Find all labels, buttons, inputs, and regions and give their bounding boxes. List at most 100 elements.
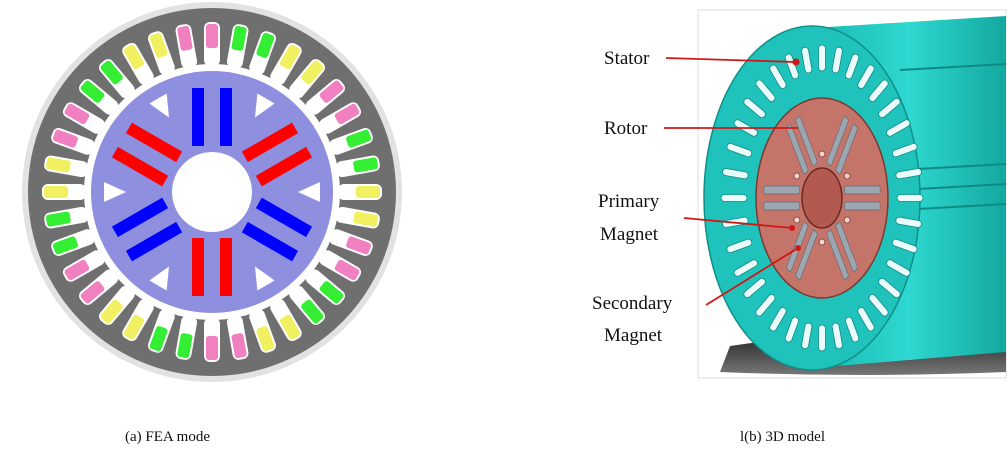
- caption-fea-mode: (a) FEA mode: [125, 429, 210, 445]
- stator-coil: [62, 250, 105, 282]
- stator-slot: [818, 324, 826, 352]
- stator-coil: [122, 299, 154, 342]
- stator-slot: [857, 64, 875, 89]
- stator-coil: [270, 299, 302, 342]
- stator-coil: [319, 250, 362, 282]
- leader-lines: [664, 57, 801, 306]
- stator-coil: [270, 42, 302, 85]
- stator-slot: [868, 294, 889, 317]
- 3d-model-render: Stator Rotor Primary Magnet Secondary Ma…: [592, 9, 1007, 379]
- stator-coil: [51, 229, 95, 256]
- stator-slot: [726, 238, 753, 254]
- stator-coil: [122, 42, 154, 85]
- stator-slot: [743, 277, 766, 298]
- magnet-pole: [241, 197, 313, 291]
- stator-slot: [831, 46, 843, 74]
- stator-coil: [79, 269, 119, 305]
- label-rotor: Rotor: [604, 118, 648, 139]
- stator-slot: [895, 216, 922, 228]
- rotor-magnet-slot: [844, 185, 881, 195]
- stator-slot: [755, 79, 776, 102]
- label-primary-line1: Primary: [598, 191, 660, 212]
- stator-coil: [44, 155, 89, 178]
- stator-slot: [784, 316, 800, 343]
- stator-coil: [319, 102, 362, 134]
- rotor-magnet-slots: [763, 116, 881, 280]
- stator-coil: [335, 155, 380, 178]
- stator-slot: [857, 307, 875, 332]
- shaft-bore: [801, 167, 843, 229]
- stator-coil: [175, 24, 198, 69]
- stator-slot: [878, 277, 901, 298]
- stator-slot: [720, 194, 748, 202]
- stator-coil: [305, 79, 345, 115]
- stator-coil: [289, 285, 325, 325]
- stator-coil: [148, 309, 175, 353]
- stator-coil: [79, 79, 119, 115]
- stator-coil: [249, 309, 276, 353]
- stator-slot: [895, 168, 922, 180]
- stator-slot: [844, 316, 860, 343]
- rotor-magnet-slot: [835, 124, 858, 175]
- stator-coil: [226, 315, 249, 360]
- stator-slot: [886, 259, 911, 277]
- rotor-magnets: [104, 88, 320, 296]
- label-primary-line2: Magnet: [600, 224, 659, 245]
- magnet-pole: [111, 93, 183, 187]
- stator-coil: [335, 206, 380, 229]
- stator-slots: [720, 44, 924, 352]
- stator-slot: [733, 259, 758, 277]
- stator-coil: [42, 184, 86, 200]
- stator-coil: [289, 59, 325, 99]
- rotor-magnet-slot: [835, 221, 858, 272]
- magnet-pole: [192, 88, 275, 146]
- leader-stator: [665, 57, 797, 63]
- stator-coil: [305, 269, 345, 305]
- label-secondary-line2: Magnet: [604, 325, 663, 346]
- stator-slot: [878, 98, 901, 119]
- fea-mode-figure: (a) FEA mode: [0, 0, 420, 445]
- stator-coil: [99, 59, 135, 99]
- rotor-magnet-slot: [826, 229, 849, 280]
- rotor-magnet-slot: [826, 116, 849, 167]
- rotor-magnet-slot: [763, 201, 800, 211]
- magnet-pole: [104, 182, 183, 262]
- stator-slot: [886, 119, 911, 137]
- stator-coil: [204, 318, 220, 362]
- stator-slot: [769, 64, 787, 89]
- stator-slot: [726, 142, 753, 158]
- stator-slot: [801, 322, 813, 350]
- stator-slot: [831, 322, 843, 350]
- magnet-pole: [241, 122, 320, 202]
- stator-slot: [844, 53, 860, 80]
- stator-coil: [148, 31, 175, 75]
- rotor-magnet-slot: [844, 201, 881, 211]
- stator-slot: [818, 44, 826, 72]
- stator-coil: [329, 229, 373, 256]
- stator-coils: [42, 22, 382, 362]
- stator-slot: [755, 294, 776, 317]
- stator-coil: [51, 128, 95, 155]
- rotor-magnet-slot: [795, 116, 818, 167]
- stator-coil: [338, 184, 382, 200]
- stator-slot: [722, 168, 749, 180]
- rotor-magnet-slot: [763, 185, 800, 195]
- rotor-magnet-slot: [786, 124, 809, 175]
- label-stator: Stator: [604, 48, 650, 69]
- stator-slot: [891, 142, 918, 158]
- 3d-model-figure: Stator Rotor Primary Magnet Secondary Ma…: [560, 0, 1008, 445]
- shaft-hole: [172, 152, 252, 232]
- leader-primary-magnet: [683, 217, 793, 229]
- caption-3d-model: l(b) 3D model: [740, 429, 825, 445]
- label-secondary-line1: Secondary: [592, 293, 673, 314]
- stator-coil: [249, 31, 276, 75]
- stator-slot: [801, 46, 813, 74]
- stator-slot: [891, 238, 918, 254]
- stator-coil: [62, 102, 105, 134]
- stator-slot: [896, 194, 924, 202]
- magnet-pole: [149, 238, 232, 296]
- stator-coil: [226, 24, 249, 69]
- stator-coil: [329, 128, 373, 155]
- leader-secondary-magnet: [705, 247, 799, 306]
- stator-coil: [204, 22, 220, 66]
